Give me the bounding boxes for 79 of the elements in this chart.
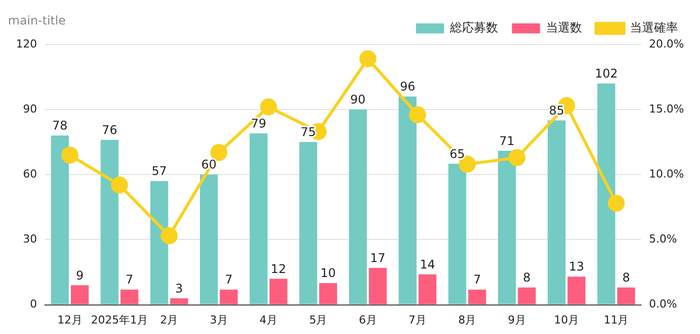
data-label: 57 [152, 164, 167, 178]
bar [597, 83, 616, 304]
point [111, 176, 128, 194]
bar [120, 290, 138, 304]
y2-tick-label: 10.0% [649, 167, 684, 180]
data-label: 90 [350, 92, 366, 107]
x-tick-label: 10月 [554, 313, 580, 326]
point [359, 50, 376, 68]
data-label: 10 [320, 266, 336, 280]
y-tick-label: 120 [16, 37, 37, 50]
data-label: 102 [594, 66, 618, 81]
bar [200, 174, 218, 304]
data-label: 12 [270, 262, 286, 276]
legend-label: 当選数 [546, 20, 582, 35]
x-tick-label: 9月 [508, 313, 526, 326]
x-tick-label: 7月 [408, 313, 427, 326]
bar [299, 142, 318, 304]
y2-tick-label: 0.0% [649, 298, 678, 311]
bar [220, 290, 238, 304]
data-label: 96 [400, 80, 416, 94]
data-label: 7 [473, 272, 481, 287]
bar [270, 278, 288, 304]
data-label: 7 [224, 272, 233, 287]
data-label: 71 [499, 134, 515, 148]
legend-label: 総応募数 [449, 20, 498, 35]
data-label: 17 [370, 251, 386, 266]
point [210, 144, 228, 161]
bar [518, 287, 536, 304]
y-tick-label: 0 [30, 298, 37, 311]
bar [150, 181, 168, 304]
point [61, 146, 78, 164]
x-tick-label: 2月 [160, 313, 178, 326]
x-tick-label: 11月 [604, 313, 629, 326]
data-label: 3 [175, 281, 183, 296]
bar [170, 298, 188, 304]
data-label: 14 [420, 258, 436, 272]
data-label: 76 [102, 123, 118, 138]
data-label: 8 [522, 270, 531, 285]
bar [468, 290, 486, 304]
y-tick-label: 90 [22, 102, 37, 116]
data-label: 8 [622, 270, 630, 285]
bar [368, 268, 387, 304]
data-label: 79 [250, 116, 266, 130]
bar [398, 96, 417, 304]
y2-tick-label: 20.0% [649, 37, 684, 50]
bar [50, 136, 69, 304]
point [508, 149, 526, 166]
bar [568, 276, 586, 304]
point [160, 227, 178, 244]
bar [617, 287, 636, 304]
y2-tick-label: 5.0% [649, 232, 678, 246]
x-tick-label: 5月 [309, 313, 328, 326]
bar [548, 120, 566, 304]
y-tick-label: 30 [22, 232, 37, 246]
y-tick-label: 60 [22, 167, 37, 180]
bar [319, 283, 338, 304]
x-tick-label: 12月 [57, 313, 82, 326]
x-tick-label: 2025年1月 [91, 313, 148, 326]
x-tick-label: 3月 [210, 313, 228, 326]
data-label: 13 [568, 260, 584, 274]
bar [250, 133, 268, 304]
x-tick-label: 6月 [358, 313, 377, 326]
data-label: 9 [76, 268, 84, 282]
point [260, 98, 278, 116]
bar [498, 150, 516, 304]
data-label: 7 [126, 272, 134, 287]
bar [448, 164, 466, 304]
bar [70, 285, 89, 304]
bar [418, 274, 436, 304]
legend-label: 当選確率 [630, 20, 678, 35]
chart-title: main-title [8, 13, 66, 28]
point [409, 106, 426, 124]
point [608, 194, 625, 212]
bar [100, 140, 119, 304]
data-label: 78 [52, 118, 68, 133]
x-tick-label: 8月 [458, 313, 476, 326]
bar [348, 110, 367, 304]
y2-tick-label: 15.0% [649, 102, 684, 116]
x-tick-label: 4月 [260, 313, 278, 326]
